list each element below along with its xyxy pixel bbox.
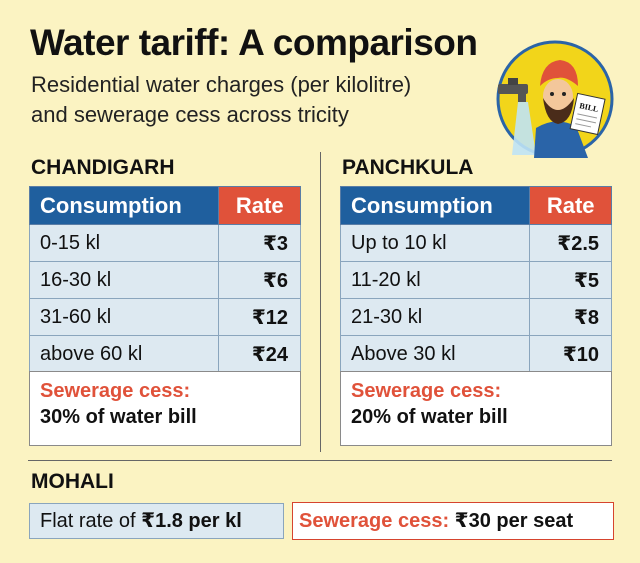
cess-value: ₹30 per seat [454,510,574,532]
rate-cell: ₹12 [218,298,301,336]
subtitle-line-2: and sewerage cess across tricity [31,102,349,127]
rate-cell: ₹10 [529,335,612,373]
consumption-cell: 31-60 kl [28,298,220,336]
table-row: Above 30 kl ₹10 [339,335,612,373]
table-header-row: Consumption Rate [339,186,612,225]
rate-cell: ₹3 [218,224,301,262]
page-title: Water tariff: A comparison [30,22,478,63]
rate-header: Rate [529,186,612,225]
subtitle: Residential water charges (per kilolitre… [31,70,411,130]
chandigarh-table: Consumption Rate 0-15 kl ₹3 16-30 kl ₹6 … [28,186,301,373]
cess-label: Sewerage cess: [299,510,450,532]
rate-cell: ₹2.5 [529,224,612,262]
subtitle-line-1: Residential water charges (per kilolitre… [31,72,412,97]
cess-value: 20% of water bill [351,406,508,428]
consumption-cell: 0-15 kl [28,224,220,262]
flat-rate-value: ₹1.8 per kl [141,510,242,532]
man-with-bill-and-tap-icon: BILL [496,40,614,158]
consumption-cell: 16-30 kl [28,261,220,299]
table-row: above 60 kl ₹24 [28,335,301,373]
flat-rate-prefix: Flat rate of [40,510,142,532]
table-header-row: Consumption Rate [28,186,301,225]
mohali-cess-box: Sewerage cess: ₹30 per seat [292,502,614,540]
table-row: Up to 10 kl ₹2.5 [339,224,612,262]
chandigarh-label: CHANDIGARH [31,156,175,179]
rate-cell: ₹5 [529,261,612,299]
table-row: 31-60 kl ₹12 [28,298,301,336]
consumption-header: Consumption [28,186,220,225]
table-row: 16-30 kl ₹6 [28,261,301,299]
rate-cell: ₹8 [529,298,612,336]
rate-header: Rate [218,186,301,225]
panchkula-table: Consumption Rate Up to 10 kl ₹2.5 11-20 … [339,186,612,373]
horizontal-divider [28,460,612,461]
vertical-divider [320,152,321,452]
mohali-label: MOHALI [31,470,114,493]
panchkula-cess-box: Sewerage cess: 20% of water bill [340,371,612,446]
rate-cell: ₹6 [218,261,301,299]
cess-label: Sewerage cess: [351,380,502,402]
consumption-cell: 11-20 kl [339,261,531,299]
panchkula-label: PANCHKULA [342,156,474,179]
cess-label: Sewerage cess: [40,380,191,402]
bill-text: BILL [579,101,600,114]
table-row: 21-30 kl ₹8 [339,298,612,336]
mohali-flat-rate: Flat rate of ₹1.8 per kl [29,503,284,539]
table-row: 0-15 kl ₹3 [28,224,301,262]
consumption-cell: Up to 10 kl [339,224,531,262]
rate-cell: ₹24 [218,335,301,373]
consumption-cell: Above 30 kl [339,335,531,373]
consumption-cell: above 60 kl [28,335,220,373]
consumption-header: Consumption [339,186,531,225]
table-row: 11-20 kl ₹5 [339,261,612,299]
chandigarh-cess-box: Sewerage cess: 30% of water bill [29,371,301,446]
cess-value: 30% of water bill [40,406,197,428]
consumption-cell: 21-30 kl [339,298,531,336]
